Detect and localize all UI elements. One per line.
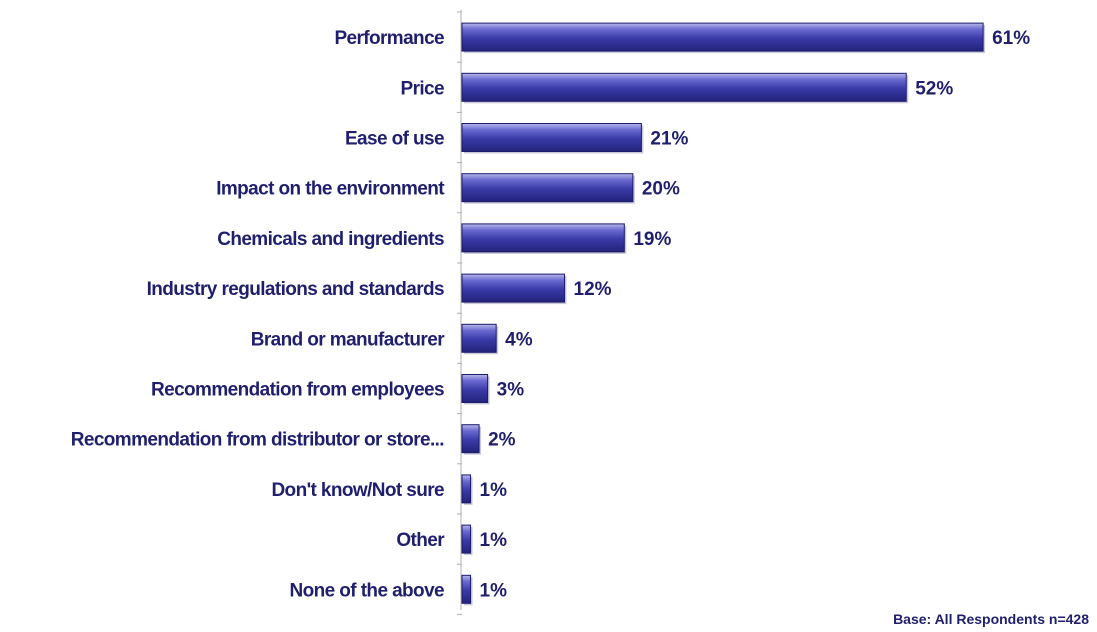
- value-label: 1%: [480, 530, 508, 551]
- bar: [461, 323, 497, 353]
- category-label: Industry regulations and standards: [147, 279, 444, 300]
- category-label: Recommendation from employees: [151, 380, 444, 401]
- value-label: 3%: [497, 380, 525, 401]
- value-label: 19%: [633, 229, 671, 250]
- category-label: Performance: [334, 28, 444, 49]
- bar: [461, 223, 625, 253]
- category-label: Impact on the environment: [216, 179, 445, 200]
- value-label: 52%: [915, 78, 953, 99]
- bar: [461, 273, 566, 303]
- value-label: 12%: [574, 279, 612, 300]
- bar: [461, 474, 472, 504]
- bar: [461, 524, 472, 554]
- value-label: 21%: [650, 129, 688, 150]
- value-labels: 61% 52% 21% 20% 19% 12% 4% 3% 2% 1% 1% 1%: [480, 28, 1031, 601]
- category-label: None of the above: [290, 580, 445, 601]
- category-label: Other: [396, 530, 445, 551]
- bars-group: [461, 22, 986, 606]
- category-label: Price: [401, 78, 445, 99]
- value-label: 2%: [488, 430, 516, 451]
- category-label: Ease of use: [345, 129, 444, 150]
- category-label: Brand or manufacturer: [251, 329, 445, 350]
- bar: [461, 123, 642, 152]
- category-label: Recommendation from distributor or store…: [71, 430, 444, 451]
- value-label: 1%: [480, 480, 508, 501]
- bar: [461, 72, 907, 102]
- bar: [461, 424, 480, 454]
- bar: [461, 374, 489, 403]
- bar: [461, 574, 472, 604]
- category-label: Chemicals and ingredients: [217, 229, 444, 250]
- value-label: 61%: [992, 28, 1030, 49]
- bar: [461, 173, 634, 203]
- value-label: 20%: [642, 179, 680, 200]
- bar: [461, 22, 984, 52]
- category-labels: Performance Price Ease of use Impact on the…: [71, 28, 446, 601]
- value-label: 1%: [480, 580, 508, 601]
- base-footnote: Base: All Respondents n=428: [893, 611, 1089, 627]
- value-label: 4%: [505, 329, 533, 350]
- y-axis-ticks: [457, 11, 462, 615]
- category-label: Don't know/Not sure: [271, 480, 444, 501]
